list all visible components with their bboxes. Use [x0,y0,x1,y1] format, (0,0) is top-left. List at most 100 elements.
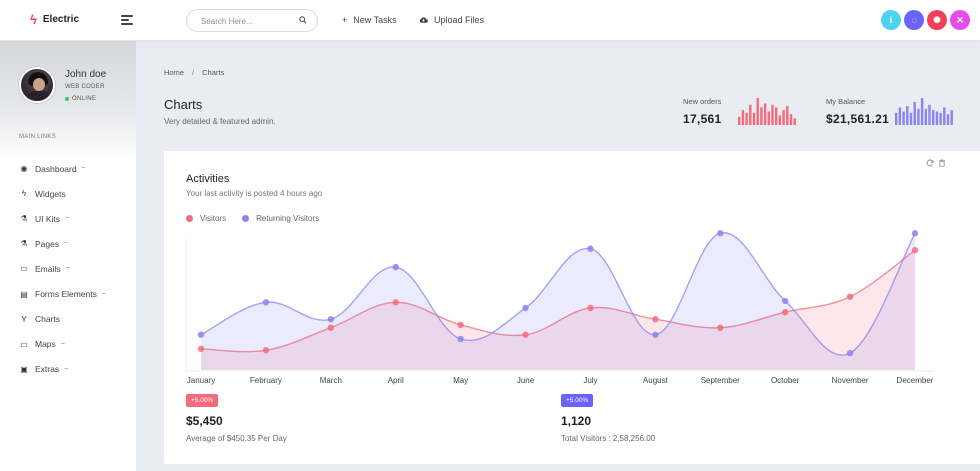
data-point[interactable] [327,316,335,323]
avatar[interactable] [19,67,55,103]
visitors-summary: +5.00% 1,120 Total Visitors : 2,58,256.0… [561,389,655,443]
data-point[interactable] [457,321,464,329]
my-balance-bar [902,111,905,125]
data-point[interactable] [781,297,789,305]
data-point[interactable] [846,293,854,300]
cloud-upload-icon [419,17,428,23]
legend-item[interactable]: Visitors [186,214,226,223]
info-icon[interactable]: i [881,10,901,30]
new-orders-bar [763,103,767,125]
sidebar-item-forms-elements[interactable]: ▤ Forms Elements ~ [19,281,106,306]
data-point[interactable] [781,308,789,316]
chevron-down-icon: ~ [64,240,69,248]
trash-icon[interactable] [938,159,946,167]
new-orders-bar [767,111,770,125]
upload-files-link[interactable]: Upload Files [419,15,484,25]
data-point[interactable] [911,246,919,254]
data-point[interactable] [262,299,270,306]
data-point[interactable] [392,299,399,306]
revenue-note: Average of $450.35 Per Day [186,434,287,443]
data-point[interactable] [717,324,724,331]
new-orders-bar [749,104,752,125]
my-balance-bar [924,108,927,125]
new-orders-sparkbar [738,98,796,125]
flask-icon: ⚗ [20,214,28,224]
data-point[interactable] [522,304,529,312]
fullscreen-icon[interactable]: ✕ [950,10,970,30]
my-balance-bar [939,112,942,125]
my-balance-sparkbar [895,98,953,125]
visitors-note: Total Visitors : 2,58,256.00 [561,434,656,443]
user-name[interactable]: John doe [65,69,107,80]
new-orders-value: 17,561 [683,112,722,126]
sidebar-item-label: Emails [35,263,61,274]
data-point[interactable] [652,331,659,338]
sidebar-item-label: UI Kits [35,213,61,224]
user-status-label: ONLINE [72,96,97,102]
sidebar-item-extras[interactable]: ▣ Extras ~ [19,357,106,382]
refresh-icon[interactable] [926,159,934,167]
new-orders-bar [786,106,789,125]
search-box [186,9,318,32]
breadcrumb-current: Charts [202,68,225,77]
header-icon-group: i ◌ ✺ ✕ [881,10,970,30]
page-subtitle: Very detailed & featured admin. [164,117,276,126]
upload-files-label: Upload Files [434,15,485,25]
sidebar-item-label: Charts [35,314,61,325]
my-balance-bar [898,107,902,125]
breadcrumb-separator: / [192,68,195,77]
my-balance-stat: My Balance $21,561.21 [826,97,889,126]
search-input[interactable] [201,14,297,28]
data-point[interactable] [392,263,399,271]
data-point[interactable] [717,230,724,237]
data-point[interactable] [522,331,529,338]
sidebar-item-label: Forms Elements [35,289,97,300]
revenue-summary: +5.00% $5,450 Average of $450.35 Per Day [186,389,287,443]
menu-toggle-icon[interactable] [121,15,133,25]
my-balance-value: $21,561.21 [826,112,890,126]
chevron-down-icon: ~ [64,365,69,373]
sidebar-menu: ◉ Dashboard ~ ϟ Widgets ⚗ UI Kits ~ ⚗ Pages ~ ▭ Emai… [19,156,106,382]
sidebar-item-dashboard[interactable]: ◉ Dashboard ~ [19,156,106,181]
x-tick-label: February [250,376,282,385]
sidebar-item-charts[interactable]: Y Charts [19,307,106,332]
sidebar-item-emails[interactable]: ▭ Emails ~ [19,256,106,281]
chevron-down-icon: ~ [65,215,70,223]
my-balance-bar [913,102,916,125]
legend-dot-icon [242,215,250,222]
chat-icon[interactable]: ◌ [904,10,924,30]
my-balance-bar [928,104,931,125]
sidebar-item-pages[interactable]: ⚗ Pages ~ [19,231,106,256]
settings-icon[interactable]: ✺ [927,10,947,30]
chevron-down-icon: ~ [60,340,65,348]
data-point[interactable] [587,304,594,312]
data-point[interactable] [652,316,659,323]
sidebar-item-maps[interactable]: ▭ Maps ~ [19,332,106,357]
gift-icon: ▣ [20,364,28,374]
breadcrumb-home[interactable]: Home [164,68,185,77]
sidebar-item-widgets[interactable]: ϟ Widgets [19,181,106,206]
legend-item[interactable]: Returning Visitors [242,214,319,223]
new-orders-bar [775,107,778,125]
app-logo[interactable]: ϟ Electric [30,13,79,26]
filter-icon: Y [21,314,27,324]
legend-label: Visitors [200,214,227,223]
new-tasks-link[interactable]: + New Tasks [342,15,397,25]
sidebar-item-ui-kits[interactable]: ⚗ UI Kits ~ [19,206,106,231]
data-point[interactable] [846,349,854,357]
sidebar-section-label: MAIN LINKS [19,134,57,140]
data-point[interactable] [587,245,594,252]
my-balance-bar [906,106,909,125]
data-point[interactable] [197,345,205,353]
data-point[interactable] [911,230,919,237]
data-point[interactable] [457,335,464,343]
plus-icon: + [342,15,348,25]
search-icon[interactable] [299,16,307,24]
data-point[interactable] [197,331,205,338]
data-point[interactable] [327,324,335,331]
new-orders-stat: New orders 17,561 [683,97,722,126]
series-line-2 [200,232,916,356]
data-point[interactable] [262,347,270,354]
new-orders-label: New orders [683,97,722,106]
user-status: ONLINE [65,96,96,102]
